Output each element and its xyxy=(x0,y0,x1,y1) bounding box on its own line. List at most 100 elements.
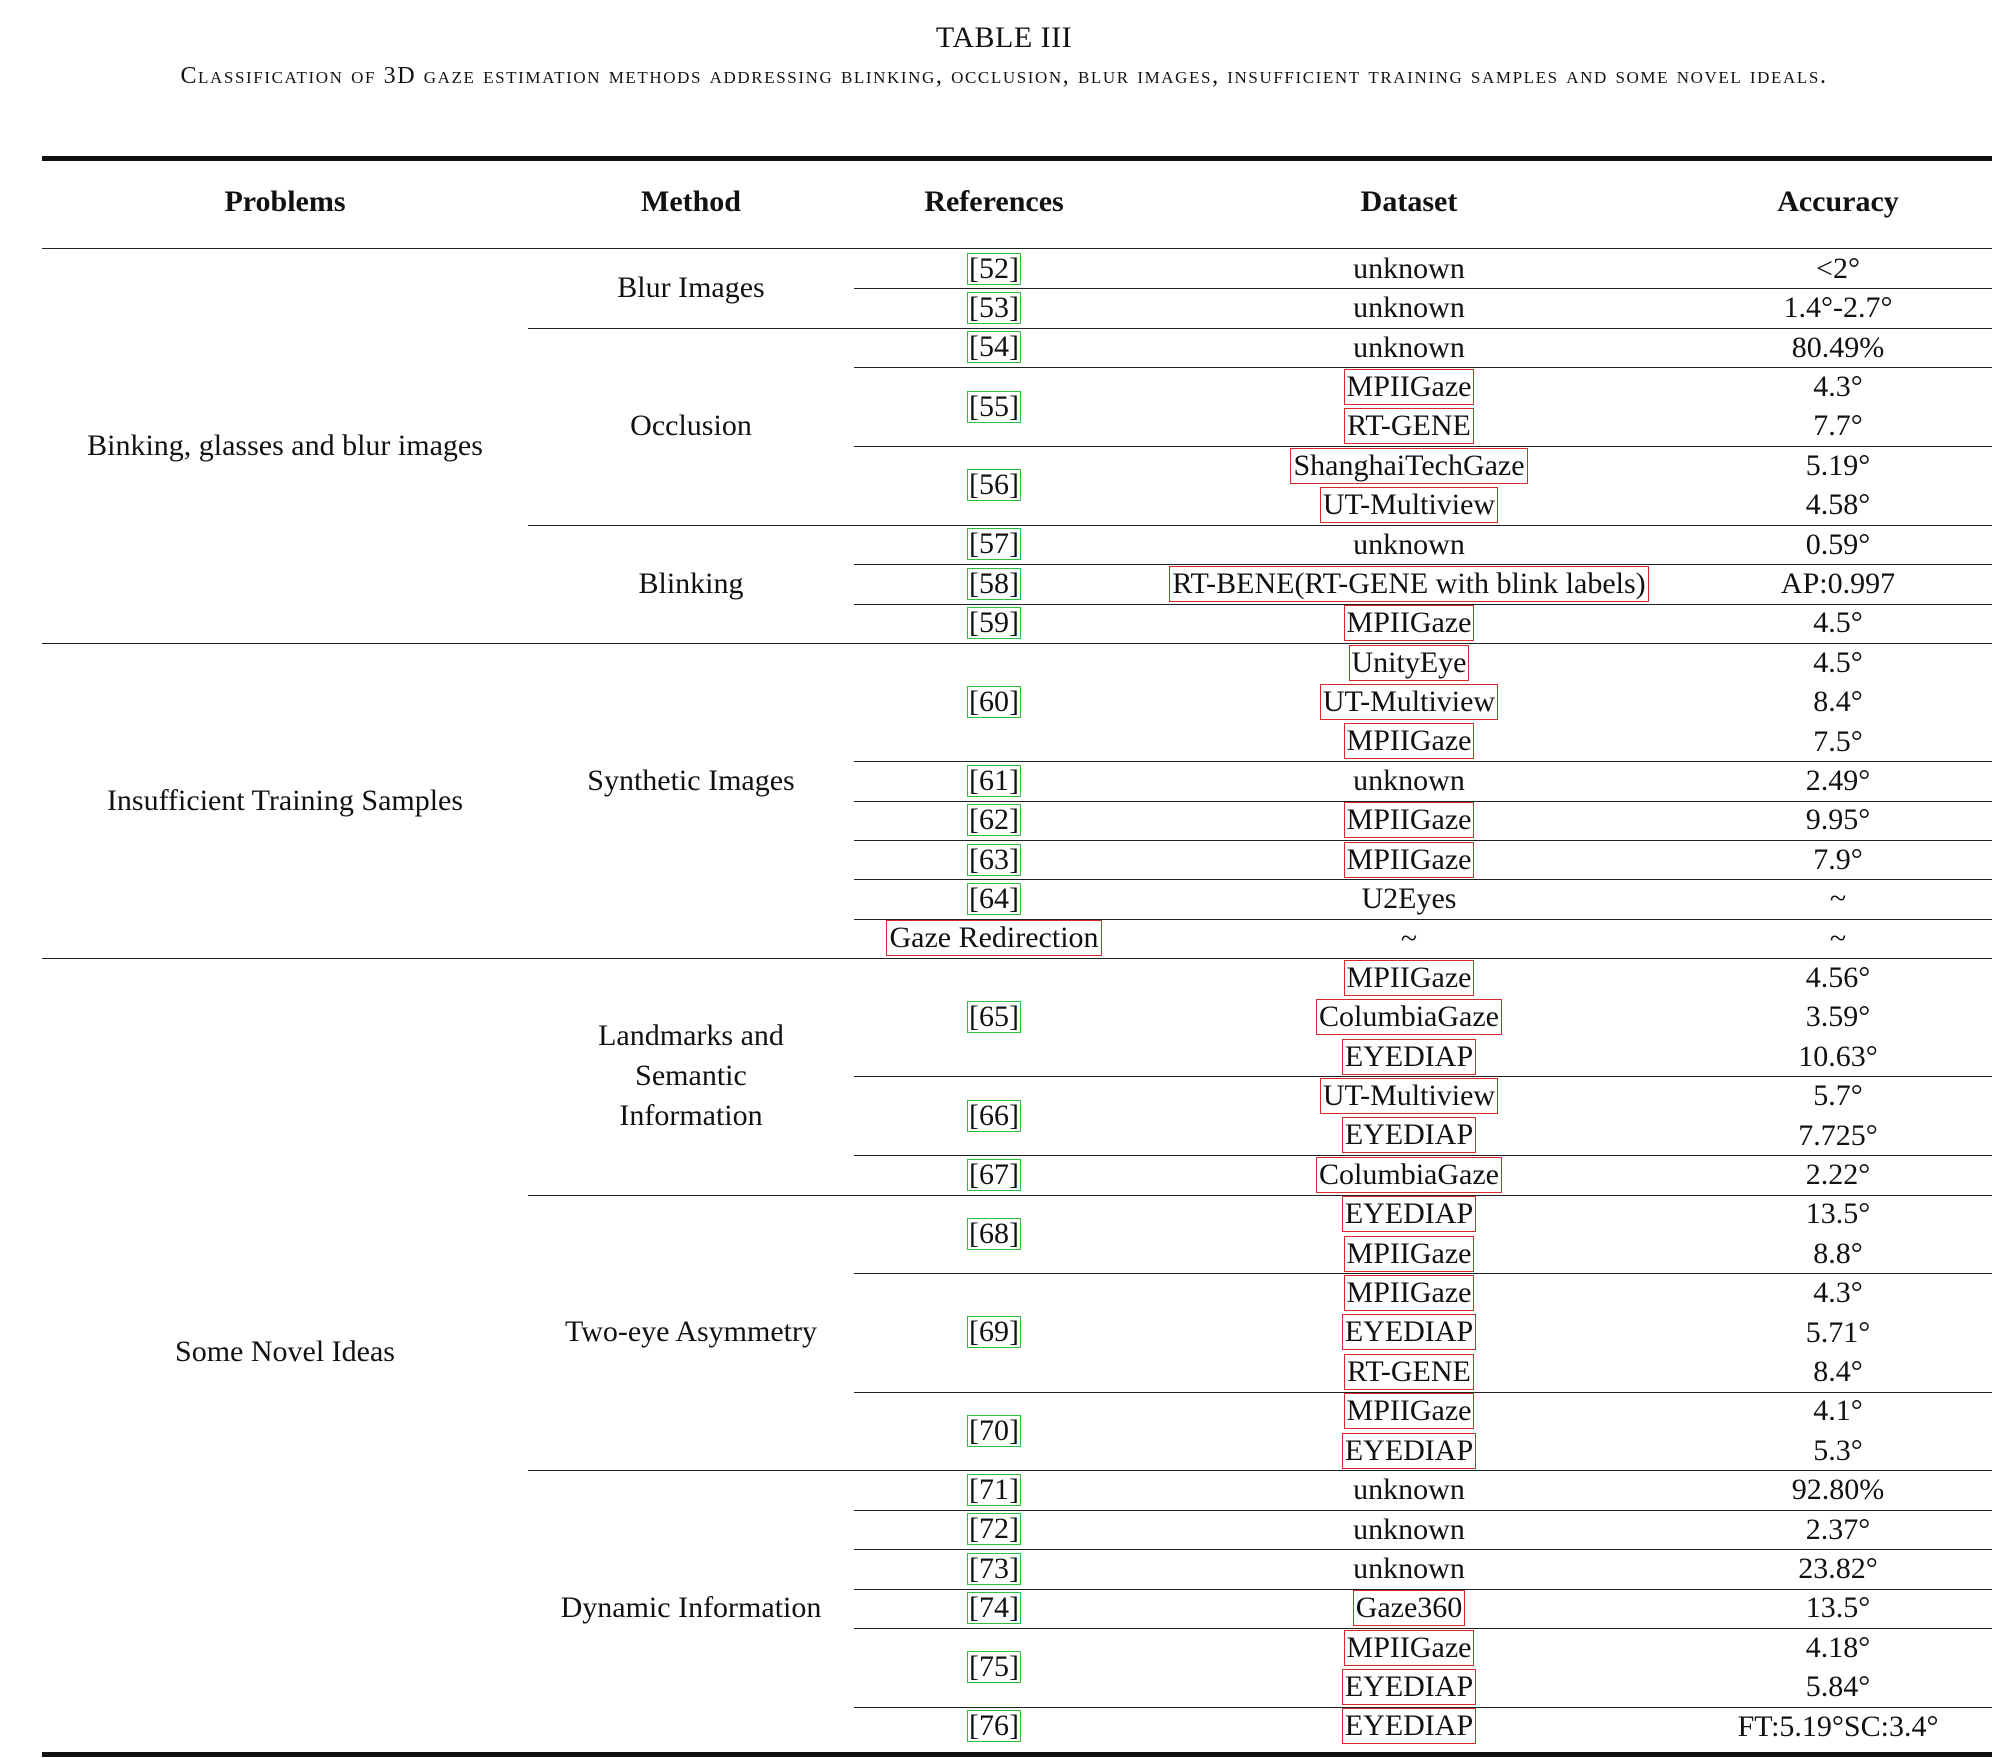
dataset-cell: unknown xyxy=(1134,1470,1684,1509)
accuracy-cell: 8.8° xyxy=(1684,1234,1992,1273)
reference-cell[interactable]: 64 xyxy=(854,879,1134,918)
reference-cell[interactable]: 65 xyxy=(854,958,1134,1076)
reference-cell[interactable]: 63 xyxy=(854,840,1134,879)
table-caption: TABLE III Classification of 3D gaze esti… xyxy=(0,18,2008,94)
reference-link[interactable]: 56 xyxy=(967,469,1021,502)
reference-cell[interactable]: 59 xyxy=(854,604,1134,643)
reference-cell[interactable]: 66 xyxy=(854,1076,1134,1155)
reference-cell[interactable]: 56 xyxy=(854,446,1134,525)
reference-cell[interactable]: 71 xyxy=(854,1470,1134,1509)
reference-cell[interactable]: 55 xyxy=(854,367,1134,446)
row-rule xyxy=(854,1155,1992,1157)
reference-link[interactable]: 69 xyxy=(967,1316,1021,1349)
dataset-label: unknown xyxy=(1353,1473,1465,1507)
reference-link[interactable]: 52 xyxy=(967,252,1021,285)
reference-link[interactable]: 71 xyxy=(967,1474,1021,1507)
reference-link[interactable]: 68 xyxy=(967,1217,1021,1250)
reference-link[interactable]: 63 xyxy=(967,843,1021,876)
reference-cell[interactable]: 76 xyxy=(854,1707,1134,1746)
reference-cell[interactable]: 74 xyxy=(854,1589,1134,1628)
reference-cell[interactable]: 58 xyxy=(854,564,1134,603)
dataset-label: Gaze360 xyxy=(1352,1590,1466,1627)
reference-cell[interactable]: 53 xyxy=(854,288,1134,327)
reference-cell[interactable]: 61 xyxy=(854,761,1134,800)
reference-cell[interactable]: 73 xyxy=(854,1549,1134,1588)
header-problems-label: Problems xyxy=(224,185,346,218)
reference-link[interactable]: 75 xyxy=(967,1651,1021,1684)
dataset-cell: EYEDIAP xyxy=(1134,1313,1684,1352)
reference-link[interactable]: 61 xyxy=(967,764,1021,797)
dataset-cell: MPIIGaze xyxy=(1134,1392,1684,1431)
reference-link[interactable]: 70 xyxy=(967,1414,1021,1447)
reference-cell[interactable]: 75 xyxy=(854,1628,1134,1707)
accuracy-value: 7.7° xyxy=(1813,409,1863,443)
accuracy-value: 4.1° xyxy=(1813,1394,1863,1428)
accuracy-cell: 3.59° xyxy=(1684,998,1992,1037)
accuracy-cell: <2° xyxy=(1684,249,1992,288)
reference-cell[interactable]: 72 xyxy=(854,1510,1134,1549)
reference-link[interactable]: 66 xyxy=(967,1099,1021,1132)
accuracy-value: 7.725° xyxy=(1798,1118,1878,1152)
dataset-cell: EYEDIAP xyxy=(1134,1116,1684,1155)
row-rule xyxy=(854,1273,1992,1275)
reference-link[interactable]: 57 xyxy=(967,528,1021,561)
reference-link[interactable]: 73 xyxy=(967,1552,1021,1585)
dataset-label: MPIIGaze xyxy=(1343,959,1475,996)
dataset-label: EYEDIAP xyxy=(1341,1669,1477,1706)
reference-link[interactable]: 58 xyxy=(967,567,1021,600)
reference-link[interactable]: 60 xyxy=(967,686,1021,719)
gaze-redirection-label: Gaze Redirection xyxy=(886,920,1102,957)
dataset-label: EYEDIAP xyxy=(1341,1196,1477,1233)
dataset-label: MPIIGaze xyxy=(1343,1629,1475,1666)
method-label: Synthetic Images xyxy=(587,763,795,797)
reference-cell[interactable]: 70 xyxy=(854,1392,1134,1471)
accuracy-value: 1.4°-2.7° xyxy=(1783,291,1893,325)
reference-link[interactable]: 65 xyxy=(967,1001,1021,1034)
reference-link[interactable]: 76 xyxy=(967,1710,1021,1743)
reference-cell[interactable]: 60 xyxy=(854,643,1134,761)
row-rule xyxy=(854,1076,1992,1078)
reference-link[interactable]: 74 xyxy=(967,1592,1021,1625)
dataset-label: MPIIGaze xyxy=(1343,1393,1475,1430)
reference-link[interactable]: 53 xyxy=(967,292,1021,325)
dataset-cell: ~ xyxy=(1134,919,1684,958)
dataset-cell: EYEDIAP xyxy=(1134,1037,1684,1076)
reference-cell[interactable]: 69 xyxy=(854,1273,1134,1391)
row-rule xyxy=(854,446,1992,447)
dataset-cell: unknown xyxy=(1134,1549,1684,1588)
header-dataset: Dataset xyxy=(1134,160,1684,244)
reference-link[interactable]: 54 xyxy=(967,331,1021,364)
reference-link[interactable]: 55 xyxy=(967,390,1021,423)
method-label: Dynamic Information xyxy=(560,1591,822,1625)
dataset-cell: ShanghaiTechGaze xyxy=(1134,446,1684,485)
reference-link[interactable]: 64 xyxy=(967,883,1021,916)
dataset-label: ColumbiaGaze xyxy=(1316,999,1502,1036)
group-rule xyxy=(42,643,1992,644)
accuracy-value: 5.84° xyxy=(1805,1670,1871,1704)
reference-link[interactable]: 72 xyxy=(967,1513,1021,1546)
accuracy-value: 23.82° xyxy=(1798,1551,1878,1585)
dataset-label: MPIIGaze xyxy=(1343,605,1475,642)
reference-cell[interactable]: 52 xyxy=(854,249,1134,288)
bottom-rule xyxy=(42,1752,1992,1757)
accuracy-cell: 4.3° xyxy=(1684,1273,1992,1312)
reference-cell[interactable]: 57 xyxy=(854,525,1134,564)
dataset-cell: MPIIGaze xyxy=(1134,722,1684,761)
row-rule xyxy=(854,879,1992,881)
reference-cell[interactable]: 54 xyxy=(854,328,1134,367)
accuracy-cell: ~ xyxy=(1684,879,1992,918)
dataset-cell: unknown xyxy=(1134,761,1684,800)
reference-cell[interactable]: 62 xyxy=(854,801,1134,840)
accuracy-cell: 2.37° xyxy=(1684,1510,1992,1549)
table-description: Classification of 3D gaze estimation met… xyxy=(24,58,1984,94)
dataset-label: ~ xyxy=(1400,921,1418,955)
reference-cell[interactable]: 68 xyxy=(854,1195,1134,1274)
reference-cell[interactable]: 67 xyxy=(854,1155,1134,1194)
dataset-label: unknown xyxy=(1353,330,1465,364)
header-accuracy: Accuracy xyxy=(1684,160,1992,244)
accuracy-value: 4.3° xyxy=(1813,1276,1863,1310)
reference-link[interactable]: 59 xyxy=(967,607,1021,640)
reference-link[interactable]: 62 xyxy=(967,804,1021,837)
reference-link[interactable]: 67 xyxy=(967,1158,1021,1191)
